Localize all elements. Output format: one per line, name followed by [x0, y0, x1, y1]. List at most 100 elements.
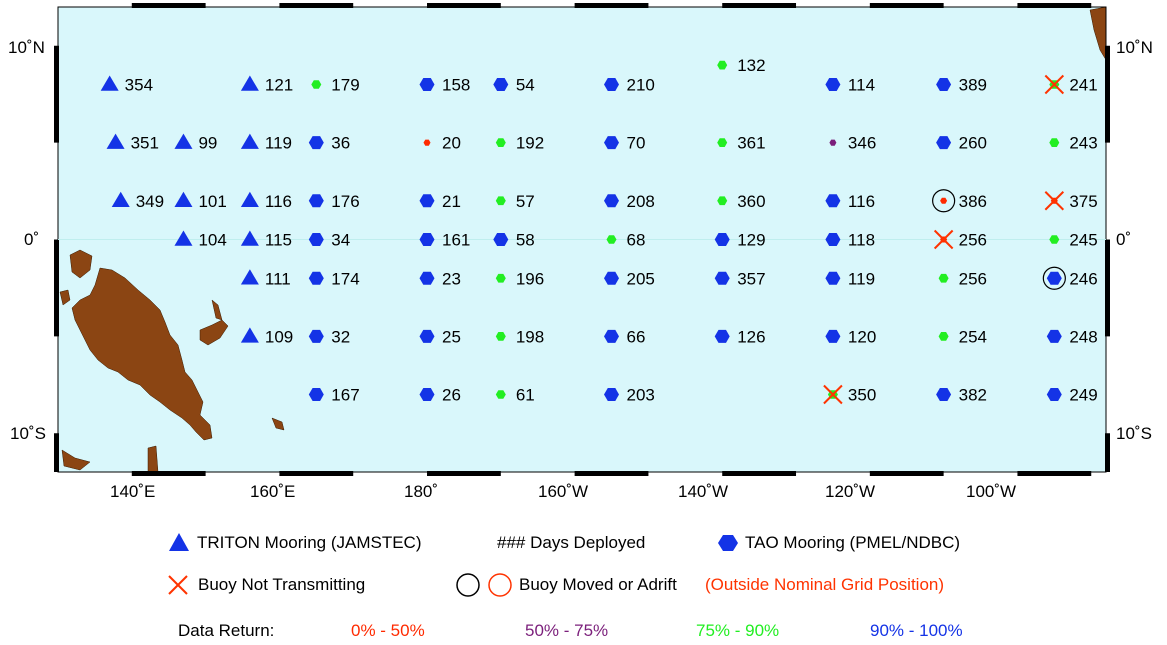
buoy-57: 57	[495, 192, 535, 211]
tao-marker	[423, 139, 431, 146]
moved-red-circle-icon	[488, 573, 512, 597]
buoy-118: 118	[825, 231, 875, 250]
not-transmitting-x	[1044, 74, 1065, 95]
tao-marker	[604, 329, 619, 343]
lat-label-10s-right: 10˚S	[1116, 424, 1152, 443]
buoy-20: 20	[423, 134, 461, 153]
days-deployed-label: 23	[442, 269, 461, 288]
days-deployed-label: 203	[627, 386, 655, 405]
tao-marker	[714, 233, 730, 246]
buoy-346: 346	[829, 134, 876, 153]
buoy-205: 205	[604, 269, 655, 288]
lon-label-120w: 120˚W	[825, 482, 875, 500]
days-deployed-label: 118	[848, 231, 875, 250]
triton-marker	[240, 269, 259, 285]
triton-marker	[174, 133, 193, 149]
days-deployed-label: 346	[848, 134, 876, 153]
tao-marker	[825, 194, 841, 208]
buoy-32: 32	[308, 327, 350, 346]
days-deployed-label: 210	[627, 76, 655, 95]
lon-label-160e: 160˚E	[250, 482, 295, 500]
days-deployed-label: 256	[959, 269, 987, 288]
days-deployed-label: 161	[442, 231, 470, 250]
tao-marker	[308, 329, 324, 343]
buoy-210: 210	[604, 76, 655, 95]
frame-bar-top	[722, 3, 797, 8]
tao-marker	[1049, 235, 1060, 244]
legend-range-75-90: 75% - 90%	[696, 621, 780, 640]
legend-moved-label: Buoy Moved or Adrift	[519, 575, 677, 594]
days-deployed-label: 179	[331, 76, 359, 95]
days-deployed-label: 34	[331, 231, 350, 250]
buoy-116: 116	[825, 192, 875, 211]
triton-marker	[174, 230, 193, 246]
buoy-23: 23	[419, 269, 461, 288]
tao-marker	[419, 388, 435, 401]
days-deployed-label: 66	[627, 327, 646, 346]
moved-circle	[1042, 266, 1066, 290]
buoy-99: 99	[174, 133, 217, 153]
buoy-196: 196	[495, 269, 544, 288]
tao-marker	[825, 271, 841, 285]
tao-marker	[604, 271, 619, 285]
legend-days-label: ### Days Deployed	[497, 533, 646, 552]
buoy-349: 349	[111, 191, 164, 211]
legend-range-90-100: 90% - 100%	[870, 621, 963, 640]
lat-label-10s-left: 10˚S	[10, 424, 46, 443]
legend-tao-label: TAO Mooring (PMEL/NDBC)	[745, 533, 961, 552]
buoy-249: 249	[1046, 386, 1098, 405]
legend-range-50-75: 50% - 75%	[525, 621, 609, 640]
days-deployed-label: 192	[516, 134, 544, 153]
triton-marker	[174, 191, 193, 208]
days-deployed-label: 58	[516, 231, 535, 250]
days-deployed-label: 114	[848, 76, 875, 95]
buoy-161: 161	[419, 231, 470, 250]
days-deployed-label: 375	[1069, 192, 1097, 211]
buoy-361: 361	[717, 134, 766, 153]
days-deployed-label: 176	[331, 192, 359, 211]
frame-bar-right	[1105, 45, 1110, 143]
days-deployed-label: 382	[959, 386, 987, 405]
tao-marker	[936, 388, 952, 401]
tao-triton-array-map: 10˚N 0˚ 10˚S 10˚N 0˚ 10˚S 140˚E 160˚E 18…	[8, 3, 1153, 500]
lon-label-180: 180˚	[404, 482, 438, 500]
frame-bar-right	[1105, 239, 1110, 337]
legend-not-transmitting-label: Buoy Not Transmitting	[198, 575, 366, 594]
buoy-389: 389	[936, 76, 987, 95]
buoy-34: 34	[308, 231, 350, 250]
lat-label-10n-right: 10˚N	[1116, 38, 1153, 57]
days-deployed-label: 121	[265, 76, 293, 95]
buoy-241: 241	[1044, 74, 1098, 95]
buoy-25: 25	[419, 327, 461, 346]
buoy-26: 26	[419, 386, 461, 405]
frame-bar-left	[54, 239, 59, 337]
days-deployed-label: 68	[627, 231, 646, 250]
buoy-101: 101	[174, 191, 227, 211]
days-deployed-label: 132	[737, 56, 765, 75]
days-deployed-label: 36	[331, 134, 350, 153]
days-deployed-label: 248	[1069, 327, 1097, 346]
days-deployed-label: 101	[198, 192, 226, 211]
buoy-120: 120	[825, 327, 876, 346]
days-deployed-label: 386	[959, 192, 987, 211]
days-deployed-label: 205	[627, 269, 655, 288]
tao-marker	[308, 194, 324, 208]
frame-bar-bottom	[1017, 471, 1092, 476]
days-deployed-label: 104	[198, 231, 226, 250]
island-bismarck	[199, 319, 229, 346]
days-deployed-label: 115	[265, 231, 292, 250]
island-solomon	[271, 417, 285, 431]
buoy-351: 351	[106, 133, 159, 153]
triton-marker	[240, 230, 259, 246]
tao-marker	[419, 78, 435, 91]
tao-marker	[493, 233, 509, 246]
days-deployed-label: 21	[442, 192, 461, 211]
days-deployed-label: 119	[848, 269, 875, 288]
buoy-116: 116	[240, 191, 292, 211]
buoy-66: 66	[604, 327, 645, 346]
buoy-126: 126	[714, 327, 766, 346]
days-deployed-label: 196	[516, 269, 544, 288]
frame-bar-bottom	[574, 471, 649, 476]
buoy-104: 104	[174, 230, 227, 250]
tao-marker	[311, 80, 322, 89]
